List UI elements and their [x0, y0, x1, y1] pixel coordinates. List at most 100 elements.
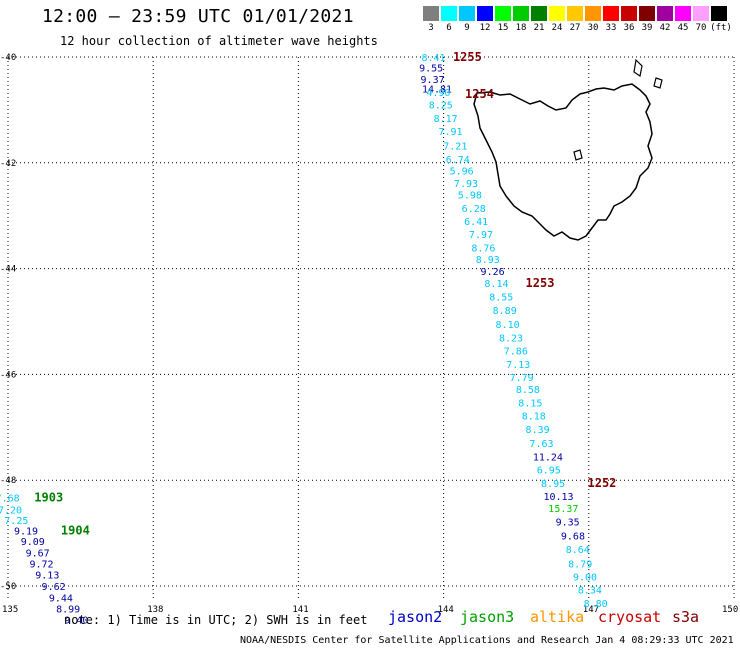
wave-height-value: 9.40: [64, 615, 88, 626]
lat-label: -50: [0, 582, 16, 592]
wave-height-value: 8.95: [541, 479, 565, 490]
wave-height-value: 6.74: [446, 155, 470, 166]
lon-label: 147: [583, 605, 599, 615]
scale-label: 21: [533, 23, 545, 33]
satellite-legend-altika: altika: [530, 608, 585, 626]
wave-height-value: 7.91: [438, 127, 462, 138]
wave-height-value: 4.90: [426, 88, 450, 99]
lon-label: 135: [2, 605, 18, 615]
lat-label: -46: [0, 370, 16, 380]
lon-label: 138: [147, 605, 163, 615]
scale-swatch: [513, 6, 529, 21]
wave-height-value: 7.86: [504, 347, 528, 358]
wave-height-value: 6.41: [464, 217, 488, 228]
map-subtitle: 12 hour collection of altimeter wave hei…: [60, 34, 378, 48]
wave-height-value: 7.79: [510, 373, 534, 384]
scale-label: 33: [605, 23, 617, 33]
pass-time-label: 1904: [61, 523, 90, 537]
wave-height-value: 7.25: [4, 516, 28, 527]
wave-height-value: 8.34: [578, 586, 602, 597]
scale-swatch: [657, 6, 673, 21]
wave-height-value: 9.72: [29, 559, 53, 570]
island-maria-outline: [653, 77, 663, 89]
pass-time-label: 1254: [465, 87, 494, 101]
scale-swatch: [495, 6, 511, 21]
pass-time-label: 1255: [453, 50, 482, 64]
wave-height-value: 7.93: [454, 179, 478, 190]
lat-label: -42: [0, 159, 16, 169]
pass-time-label: 1252: [588, 476, 617, 490]
scale-label: 39: [641, 23, 653, 33]
scale-label: 6: [446, 23, 452, 33]
satellite-legend-jason3: jason3: [460, 608, 515, 626]
satellite-legend-s3a: s3a: [672, 608, 700, 626]
island-king-outline: [633, 58, 643, 77]
scale-swatch: [675, 6, 691, 21]
wave-height-value: 7.13: [506, 360, 530, 371]
scale-label: 42: [659, 23, 671, 33]
wave-height-value: 8.17: [434, 114, 458, 125]
wave-height-value: 10.13: [543, 492, 573, 503]
scale-swatch: [441, 6, 457, 21]
wave-height-value: 8.99: [56, 605, 80, 616]
wave-height-value: 8.15: [518, 398, 542, 409]
tasmania-coastline: [473, 83, 653, 241]
wave-height-value: 8.79: [568, 559, 592, 570]
scale-label: 24: [551, 23, 563, 33]
satellite-legend-cryosat: cryosat: [598, 608, 662, 626]
scale-swatch: [459, 6, 475, 21]
wave-height-value: 8.18: [522, 412, 546, 423]
wave-height-value: 6.95: [537, 466, 561, 477]
wave-height-value: 9.19: [14, 526, 38, 537]
wave-height-value: 8.10: [496, 320, 520, 331]
lon-label: 150: [722, 605, 738, 615]
wave-height-value: 8.76: [471, 243, 495, 254]
scale-swatch: [567, 6, 583, 21]
wave-height-value: 8.55: [489, 293, 513, 304]
scale-label: 12: [479, 23, 491, 33]
wave-height-value: 8.80: [584, 599, 608, 610]
wave-height-value: 9.67: [26, 549, 50, 560]
scale-swatch: [549, 6, 565, 21]
wave-height-value: 9.13: [35, 570, 59, 581]
wave-height-value: 8.41: [422, 53, 446, 64]
lon-label: 144: [438, 605, 454, 615]
scale-label: 45: [677, 23, 689, 33]
wave-height-value: 9.35: [556, 517, 580, 528]
scale-label: 9: [464, 23, 470, 33]
scale-label: 30: [587, 23, 599, 33]
wave-height-value: 9.62: [42, 582, 66, 593]
wave-height-value: 6.28: [462, 204, 486, 215]
scale-swatch: [603, 6, 619, 21]
scale-swatch: [423, 6, 439, 21]
wave-height-value: 9.37: [421, 75, 445, 86]
map-title: 12:00 – 23:59 UTC 01/01/2021: [42, 6, 354, 27]
scale-label: 27: [569, 23, 581, 33]
scale-label: 70: [695, 23, 707, 33]
wave-height-value: 9.26: [481, 267, 505, 278]
pass-time-label: 1903: [34, 491, 63, 505]
satellite-legend-jason2: jason2: [388, 608, 443, 626]
lon-label: 141: [292, 605, 308, 615]
wave-height-value: 8.64: [566, 545, 590, 556]
wave-height-value: 8.39: [526, 425, 550, 436]
wave-height-value: 9.00: [573, 572, 597, 583]
scale-label: 36: [623, 23, 635, 33]
wave-height-value: 14.81: [422, 85, 452, 96]
scale-swatch: [585, 6, 601, 21]
wave-height-value: 15.37: [548, 504, 578, 515]
scale-swatch: [621, 6, 637, 21]
scale-unit: (ft): [710, 23, 732, 33]
island-bruny-outline: [573, 149, 583, 161]
wave-height-value: 5.98: [458, 191, 482, 202]
scale-swatch: [531, 6, 547, 21]
scale-swatch: [693, 6, 709, 21]
wave-height-value: 9.44: [49, 594, 73, 605]
wave-height-value: 11.24: [533, 452, 563, 463]
wave-height-value: 9.68: [561, 532, 585, 543]
wave-height-value: 9.55: [419, 64, 443, 75]
scale-label: 18: [515, 23, 527, 33]
wave-height-value: 8.23: [499, 333, 523, 344]
wave-height-value: 8.25: [429, 101, 453, 112]
